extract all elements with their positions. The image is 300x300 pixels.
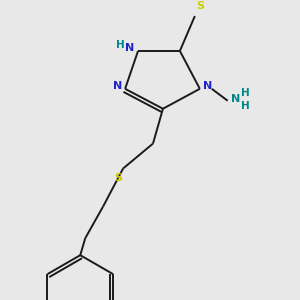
Text: N: N [203,81,212,91]
Text: H: H [241,88,250,98]
Text: H: H [241,101,250,111]
Text: N: N [112,81,122,91]
Text: N: N [231,94,240,104]
Text: H: H [116,40,124,50]
Text: S: S [114,173,122,184]
Text: S: S [196,1,204,11]
Text: N: N [125,43,135,53]
